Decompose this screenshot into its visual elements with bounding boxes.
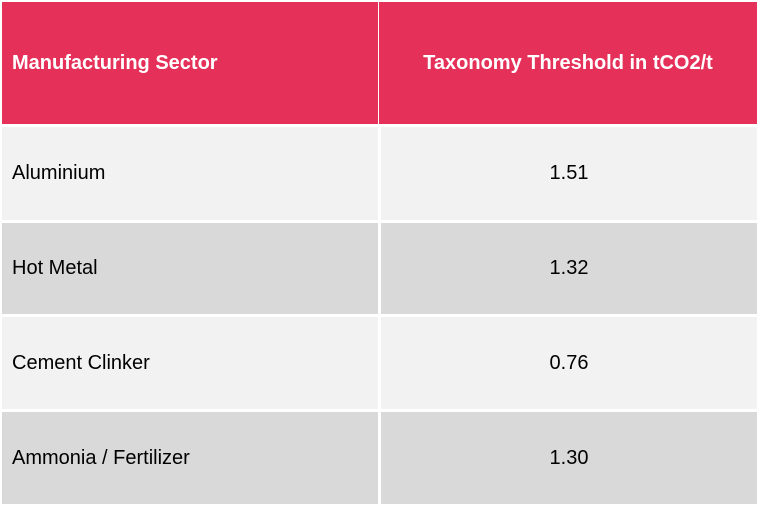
table-row: Hot Metal 1.32	[2, 223, 757, 314]
sector-cell: Aluminium	[12, 162, 106, 184]
header-manufacturing-sector: Manufacturing Sector	[12, 51, 218, 74]
table-row: Cement Clinker 0.76	[2, 317, 757, 409]
threshold-cell: 1.32	[378, 223, 757, 314]
threshold-cell: 1.30	[378, 412, 757, 504]
threshold-cell: 0.76	[378, 317, 757, 409]
table-row: Aluminium 1.51	[2, 127, 757, 220]
table-row: Ammonia / Fertilizer 1.30	[2, 412, 757, 504]
threshold-cell: 1.51	[378, 127, 757, 220]
sector-cell: Hot Metal	[12, 257, 98, 279]
header-taxonomy-threshold: Taxonomy Threshold in tCO2/t	[378, 2, 757, 124]
table-header-row: Manufacturing Sector Taxonomy Threshold …	[2, 2, 757, 124]
sector-cell: Ammonia / Fertilizer	[12, 446, 190, 469]
sector-cell: Cement Clinker	[12, 351, 150, 374]
